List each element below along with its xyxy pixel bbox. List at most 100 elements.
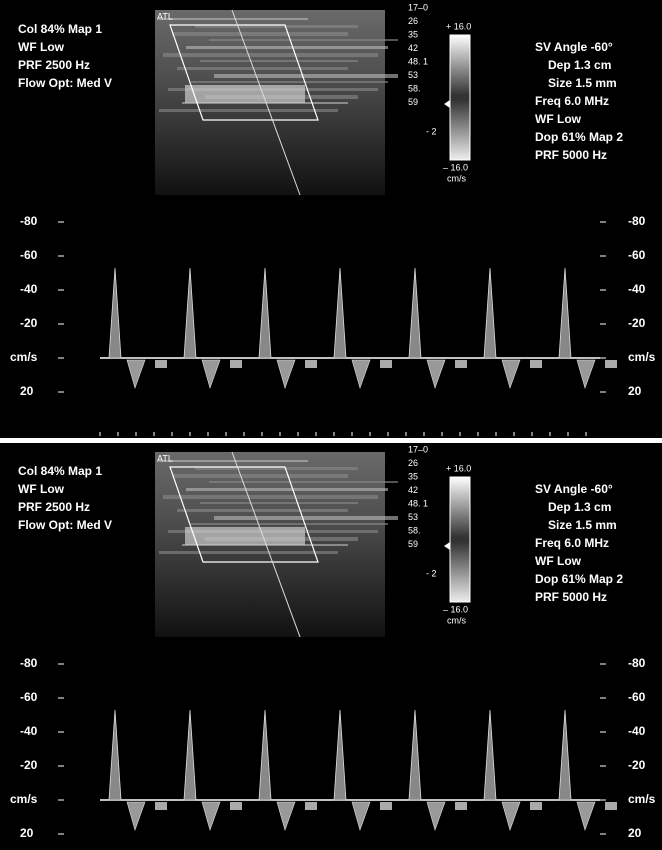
depth-label: 53 (408, 70, 418, 80)
info-right: SV Angle -60° (535, 40, 613, 54)
color-box (169, 24, 319, 121)
axis-label-right: -60 (628, 248, 646, 262)
systolic-peak (183, 709, 197, 801)
info-left: Col 84% Map 1 (18, 464, 102, 478)
cursor-line (231, 451, 301, 638)
tissue-streak (200, 60, 358, 62)
depth-label: 17–0 (408, 444, 428, 454)
info-right: Dop 61% Map 2 (535, 572, 623, 586)
info-left: Flow Opt: Med V (18, 518, 112, 532)
info-left: PRF 2500 Hz (18, 58, 90, 72)
axis-label-left: 20 (20, 384, 34, 398)
panel: ATL Col 84% Map 1 WF Low PRF 2500 Hz Flow Op… (10, 2, 656, 436)
reverse-flow (201, 801, 221, 831)
tissue-streak (214, 516, 398, 520)
axis-label-left: -40 (20, 282, 38, 296)
reverse-flow (351, 801, 371, 831)
tissue-streak (158, 460, 308, 462)
systolic-peak (408, 709, 422, 801)
axis-label-left: 20 (20, 826, 34, 840)
systolic-peak (258, 267, 272, 359)
axis-label-left: -20 (20, 316, 38, 330)
diastolic-flow (455, 360, 467, 368)
axis-label-left: -60 (20, 690, 38, 704)
axis-label-left: cm/s (10, 792, 38, 806)
diastolic-flow (605, 802, 617, 810)
axis-label-right: -20 (628, 758, 646, 772)
tissue-streak (191, 81, 388, 83)
axis-label-right: -80 (628, 656, 646, 670)
depth-label: 42 (408, 485, 418, 495)
depth-label: 17–0 (408, 2, 428, 12)
color-bar (449, 34, 471, 161)
tissue-streak (163, 53, 378, 57)
reverse-flow (351, 359, 371, 389)
info-left: WF Low (18, 40, 65, 54)
depth-label: 35 (408, 471, 418, 481)
diastolic-flow (155, 802, 167, 810)
axis-label-right: 20 (628, 826, 642, 840)
reverse-flow (501, 801, 521, 831)
reverse-flow (126, 359, 146, 389)
reverse-flow (576, 801, 596, 831)
info-left: Flow Opt: Med V (18, 76, 112, 90)
info-right: Dep 1.3 cm (548, 500, 611, 514)
info-left: WF Low (18, 482, 65, 496)
color-bar-top: + 16.0 (446, 21, 471, 31)
systolic-peak (108, 267, 122, 359)
depth-label: 59 (408, 539, 418, 549)
baseline-marker (444, 100, 450, 108)
diastolic-flow (455, 802, 467, 810)
tissue-streak (209, 39, 398, 41)
info-right: Dop 61% Map 2 (535, 130, 623, 144)
info-left: PRF 2500 Hz (18, 500, 90, 514)
logo: ATL (157, 11, 173, 21)
info-right: WF Low (535, 554, 582, 568)
tissue-streak (159, 109, 338, 112)
depth-label: 48. 1 (408, 56, 428, 66)
depth-label: 42 (408, 43, 418, 53)
depth-label: 26 (408, 458, 418, 468)
tissue-streak (172, 474, 348, 478)
axis-label-right: -40 (628, 724, 646, 738)
tissue-streak (214, 74, 398, 78)
systolic-peak (558, 267, 572, 359)
reverse-flow (276, 801, 296, 831)
systolic-peak (183, 267, 197, 359)
axis-label-left: -20 (20, 758, 38, 772)
diastolic-flow (380, 360, 392, 368)
reverse-flow (576, 359, 596, 389)
tissue-streak (177, 509, 348, 512)
diastolic-flow (230, 360, 242, 368)
info-right: Size 1.5 mm (548, 518, 617, 532)
axis-label-left: -80 (20, 656, 38, 670)
axis-label-left: -40 (20, 724, 38, 738)
systolic-peak (108, 709, 122, 801)
axis-label-left: cm/s (10, 350, 38, 364)
axis-label-right: -40 (628, 282, 646, 296)
axis-label-left: -80 (20, 214, 38, 228)
panel: ATL Col 84% Map 1 WF Low PRF 2500 Hz Flow Op… (10, 444, 656, 840)
cursor-line (231, 9, 301, 196)
systolic-peak (408, 267, 422, 359)
reverse-flow (126, 801, 146, 831)
tissue-streak (191, 523, 388, 525)
info-right: SV Angle -60° (535, 482, 613, 496)
systolic-peak (483, 267, 497, 359)
tissue-streak (163, 495, 378, 499)
tissue-streak (159, 551, 338, 554)
reverse-flow (426, 801, 446, 831)
depth-label: 58. (408, 525, 421, 535)
color-bar-unit: cm/s (447, 615, 466, 625)
info-right: Size 1.5 mm (548, 76, 617, 90)
reverse-flow (501, 359, 521, 389)
tissue-streak (177, 67, 348, 70)
depth-label: 35 (408, 29, 418, 39)
flow-band (185, 85, 305, 103)
info-right: Dep 1.3 cm (548, 58, 611, 72)
systolic-peak (258, 709, 272, 801)
reverse-flow (426, 359, 446, 389)
logo: ATL (157, 453, 173, 463)
reverse-flow (201, 359, 221, 389)
